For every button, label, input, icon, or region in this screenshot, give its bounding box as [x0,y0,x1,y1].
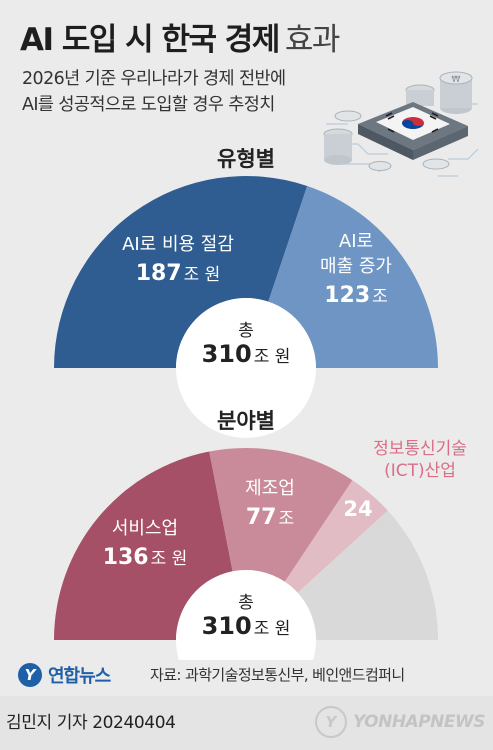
slice-1 [209,448,353,582]
total-label: 총 [238,321,254,341]
slice-value: 123 조 [324,283,388,308]
slice-label: AI로 비용 절감 [122,234,234,255]
slice-label: 제조업 [245,478,295,499]
total-label: 총 [238,593,254,613]
yonhap-logo-icon: Y [18,663,42,687]
chart-title: 분야별 [217,409,275,433]
title-main: AI 도입 시 한국 경제 [20,22,280,58]
subtitle-line-1: 2026년 기준 우리나라가 경제 전반에 [22,69,286,89]
slice-label: 서비스업 [112,518,178,539]
coin-stack-icon: ₩ [323,71,473,165]
slice-0 [54,175,308,368]
slice-label: 정보통신기술 [373,439,467,459]
slice-3 [297,510,438,640]
donut-center [176,298,316,438]
slice-label: 매출 증가 [320,256,392,277]
yonhap-logo: Y 연합뉴스 [18,662,111,688]
subtitle: 2026년 기준 우리나라가 경제 전반에 AI를 성공적으로 도입할 경우 추… [22,66,286,118]
watermark: Y YONHAPNEWS [314,706,486,738]
slice-value: 77 조 [246,505,294,530]
watermark-text: YONHAPNEWS [352,712,486,732]
svg-text:₩: ₩ [452,75,461,85]
slice-2 [284,480,388,593]
slice-label: AI로 [339,231,373,252]
korea-flag-chip-icon: ₩ [323,71,479,177]
title-light: 효과 [284,22,341,58]
watermark-logo-icon: Y [314,706,347,738]
byline-bar: 김민지 기자 20240404 Y YONHAPNEWS [0,696,493,750]
reporter-date: 김민지 기자 20240404 [6,713,176,733]
yonhap-logo-text: 연합뉴스 [48,666,111,687]
page-title: AI 도입 시 한국 경제 효과 [20,14,341,59]
chart-title: 유형별 [217,147,275,171]
slice-value: 187 조 원 [136,261,221,286]
total-value: 310 조 원 [202,340,291,368]
slice-1 [268,186,438,368]
total-value: 310 조 원 [202,612,291,640]
source-text: 자료: 과학기술정보통신부, 베인앤드컴퍼니 [150,666,405,684]
slice-value: 136 조 원 [103,545,188,570]
coin-stack-icon [334,110,450,171]
slice-label: (ICT)산업 [384,461,456,481]
subtitle-line-2: AI를 성공적으로 도입할 경우 추정치 [22,95,275,115]
slice-value: 24 [343,497,372,521]
slice-0 [54,451,233,640]
donut-center [176,570,316,660]
